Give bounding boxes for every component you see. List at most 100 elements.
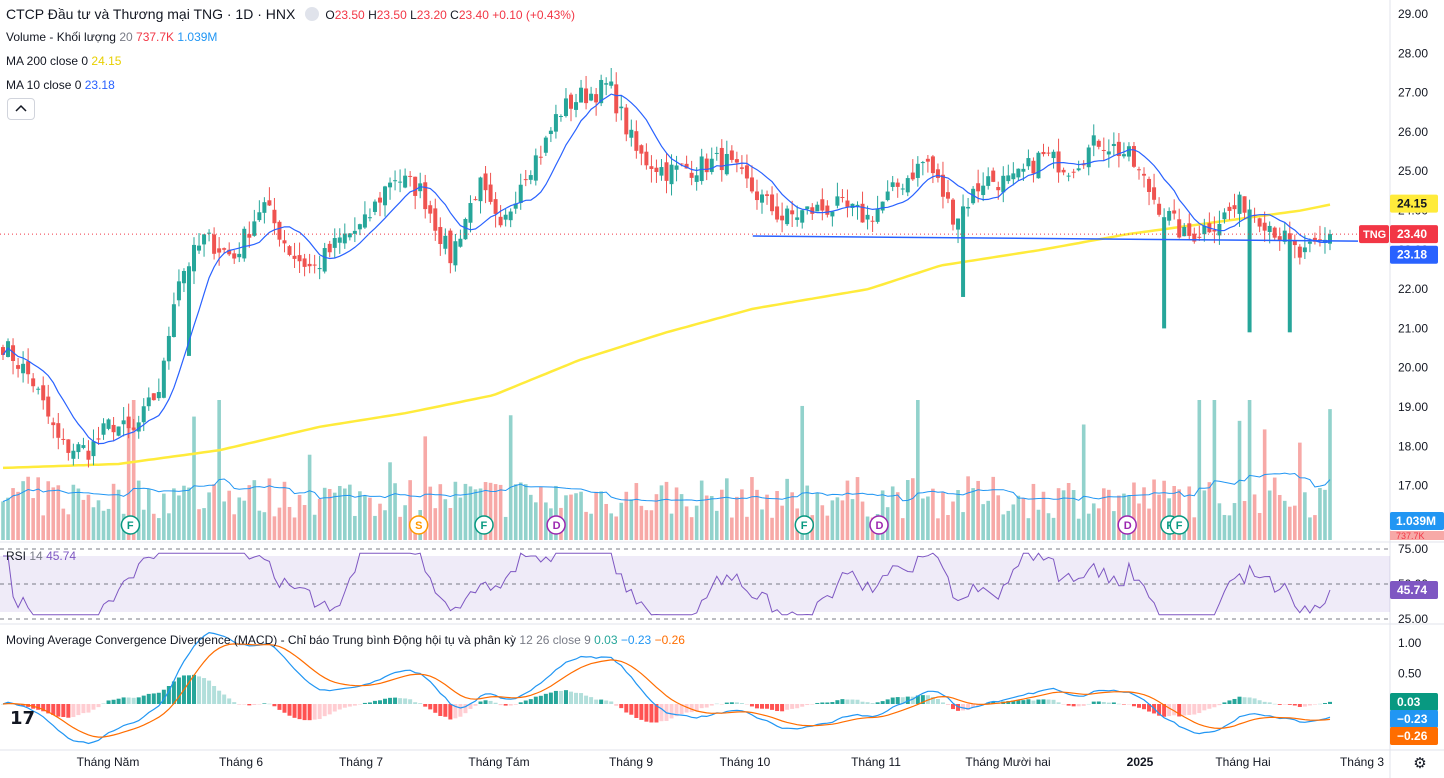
- candle-body: [423, 182, 428, 210]
- macd-hist-bar: [568, 691, 573, 704]
- candle: [825, 200, 830, 218]
- ma200-legend[interactable]: MA 200 close 0 24.15: [6, 53, 121, 69]
- event-marker-d[interactable]: D: [869, 515, 889, 535]
- candle: [729, 145, 734, 163]
- volume-bar: [1303, 492, 1307, 540]
- candle-body: [146, 397, 151, 407]
- candle-body: [659, 167, 664, 176]
- macd-hist-bar: [131, 697, 136, 704]
- candle: [1121, 142, 1126, 159]
- volume-bar: [262, 512, 267, 540]
- macd-hist-bar: [76, 704, 81, 716]
- volume-bar: [981, 504, 985, 540]
- macd-hist-bar: [1091, 701, 1096, 704]
- macd-hist-bar: [478, 701, 483, 704]
- macd-hist-bar: [860, 701, 865, 704]
- ohlc-l-label: L: [410, 8, 417, 22]
- volume-bar: [1081, 424, 1086, 540]
- event-marker-f[interactable]: F: [1169, 515, 1189, 535]
- candle-body: [212, 234, 217, 254]
- volume-bar: [986, 500, 990, 540]
- price-axis-tick: 28.00: [1398, 46, 1428, 60]
- event-marker-f[interactable]: F: [794, 515, 815, 535]
- candle: [548, 127, 553, 143]
- volume-bar: [1242, 501, 1247, 540]
- macd-legend[interactable]: Moving Average Convergence Divergence (M…: [6, 632, 685, 648]
- volume-bar: [247, 485, 252, 540]
- event-marker-d[interactable]: D: [1117, 515, 1137, 535]
- event-marker-f[interactable]: F: [474, 515, 494, 535]
- candle-body: [408, 175, 413, 177]
- candle: [443, 228, 448, 255]
- volume-bar: [71, 484, 76, 540]
- volume-bar: [302, 505, 307, 540]
- candle-long-body: [186, 266, 191, 356]
- macd-hist-bar: [1287, 704, 1292, 705]
- macd-hist-bar: [760, 704, 765, 709]
- candle-body: [956, 218, 961, 230]
- macd-hist-bar: [352, 704, 357, 706]
- volume-bar: [714, 510, 719, 540]
- macd-hist-bar: [543, 693, 548, 704]
- candle-body: [986, 176, 991, 186]
- macd-hist-bar: [800, 704, 805, 707]
- candle: [1061, 167, 1066, 176]
- candle: [619, 95, 624, 121]
- gear-icon[interactable]: ⚙: [1413, 755, 1427, 772]
- candle-body: [900, 188, 905, 190]
- macd-hist-bar: [951, 704, 956, 710]
- volume-bar: [654, 494, 659, 540]
- candle-body: [438, 226, 443, 245]
- candle: [423, 174, 428, 219]
- candle-body: [654, 167, 659, 173]
- volume-bar: [569, 494, 573, 540]
- volume-bar: [383, 510, 387, 540]
- event-letter: D: [1124, 520, 1132, 532]
- volume-bar: [1132, 482, 1136, 540]
- event-marker-f[interactable]: F: [120, 515, 141, 535]
- candle: [589, 86, 594, 102]
- volume-bar: [146, 489, 151, 540]
- candle-body: [488, 184, 493, 202]
- volume-bar: [629, 499, 634, 540]
- volume-bar: [523, 484, 528, 540]
- candle-body: [357, 224, 362, 230]
- candle: [1106, 139, 1111, 168]
- macd-hist-bar: [96, 704, 101, 708]
- rsi-legend[interactable]: RSI 14 45.74: [6, 548, 76, 564]
- candle: [332, 228, 337, 259]
- macd-hist-bar: [961, 704, 966, 711]
- ohlc-c-label: C: [450, 8, 459, 22]
- price-tag-ma200: [1390, 194, 1438, 213]
- volume-bar: [91, 507, 96, 540]
- macd-hist-bar: [629, 704, 634, 715]
- volume-legend[interactable]: Volume - Khối lượng 20 737.7K 1.039M: [6, 29, 217, 45]
- candle-body: [1116, 141, 1121, 157]
- time-axis-label: Tháng 11: [851, 755, 901, 769]
- macd-hist-bar: [71, 704, 76, 718]
- macd-hist-bar: [1066, 704, 1071, 706]
- event-marker-s[interactable]: S: [408, 515, 429, 535]
- candle: [111, 417, 116, 442]
- candle: [991, 167, 996, 183]
- candle-body: [704, 158, 709, 173]
- macd-hist-bar: [945, 704, 950, 705]
- candle: [1147, 176, 1152, 206]
- volume-bar: [539, 486, 543, 540]
- tradingview-logo-icon[interactable]: 17: [10, 708, 36, 729]
- volume-ma-line: [2, 472, 1331, 502]
- candle-body: [855, 204, 860, 207]
- macd-hist-bar: [1312, 704, 1317, 705]
- collapse-legend-button[interactable]: [7, 98, 35, 120]
- time-axis-label: Tháng 7: [339, 755, 383, 769]
- ma10-legend[interactable]: MA 10 close 0 23.18: [6, 77, 115, 93]
- candle-body: [443, 235, 448, 249]
- volume-bar: [1016, 495, 1021, 540]
- volume-bar: [669, 513, 674, 540]
- candle-body: [614, 84, 619, 114]
- candle: [925, 155, 930, 173]
- event-marker-d[interactable]: D: [546, 515, 566, 535]
- candle-body: [920, 162, 925, 164]
- candle: [1232, 193, 1237, 218]
